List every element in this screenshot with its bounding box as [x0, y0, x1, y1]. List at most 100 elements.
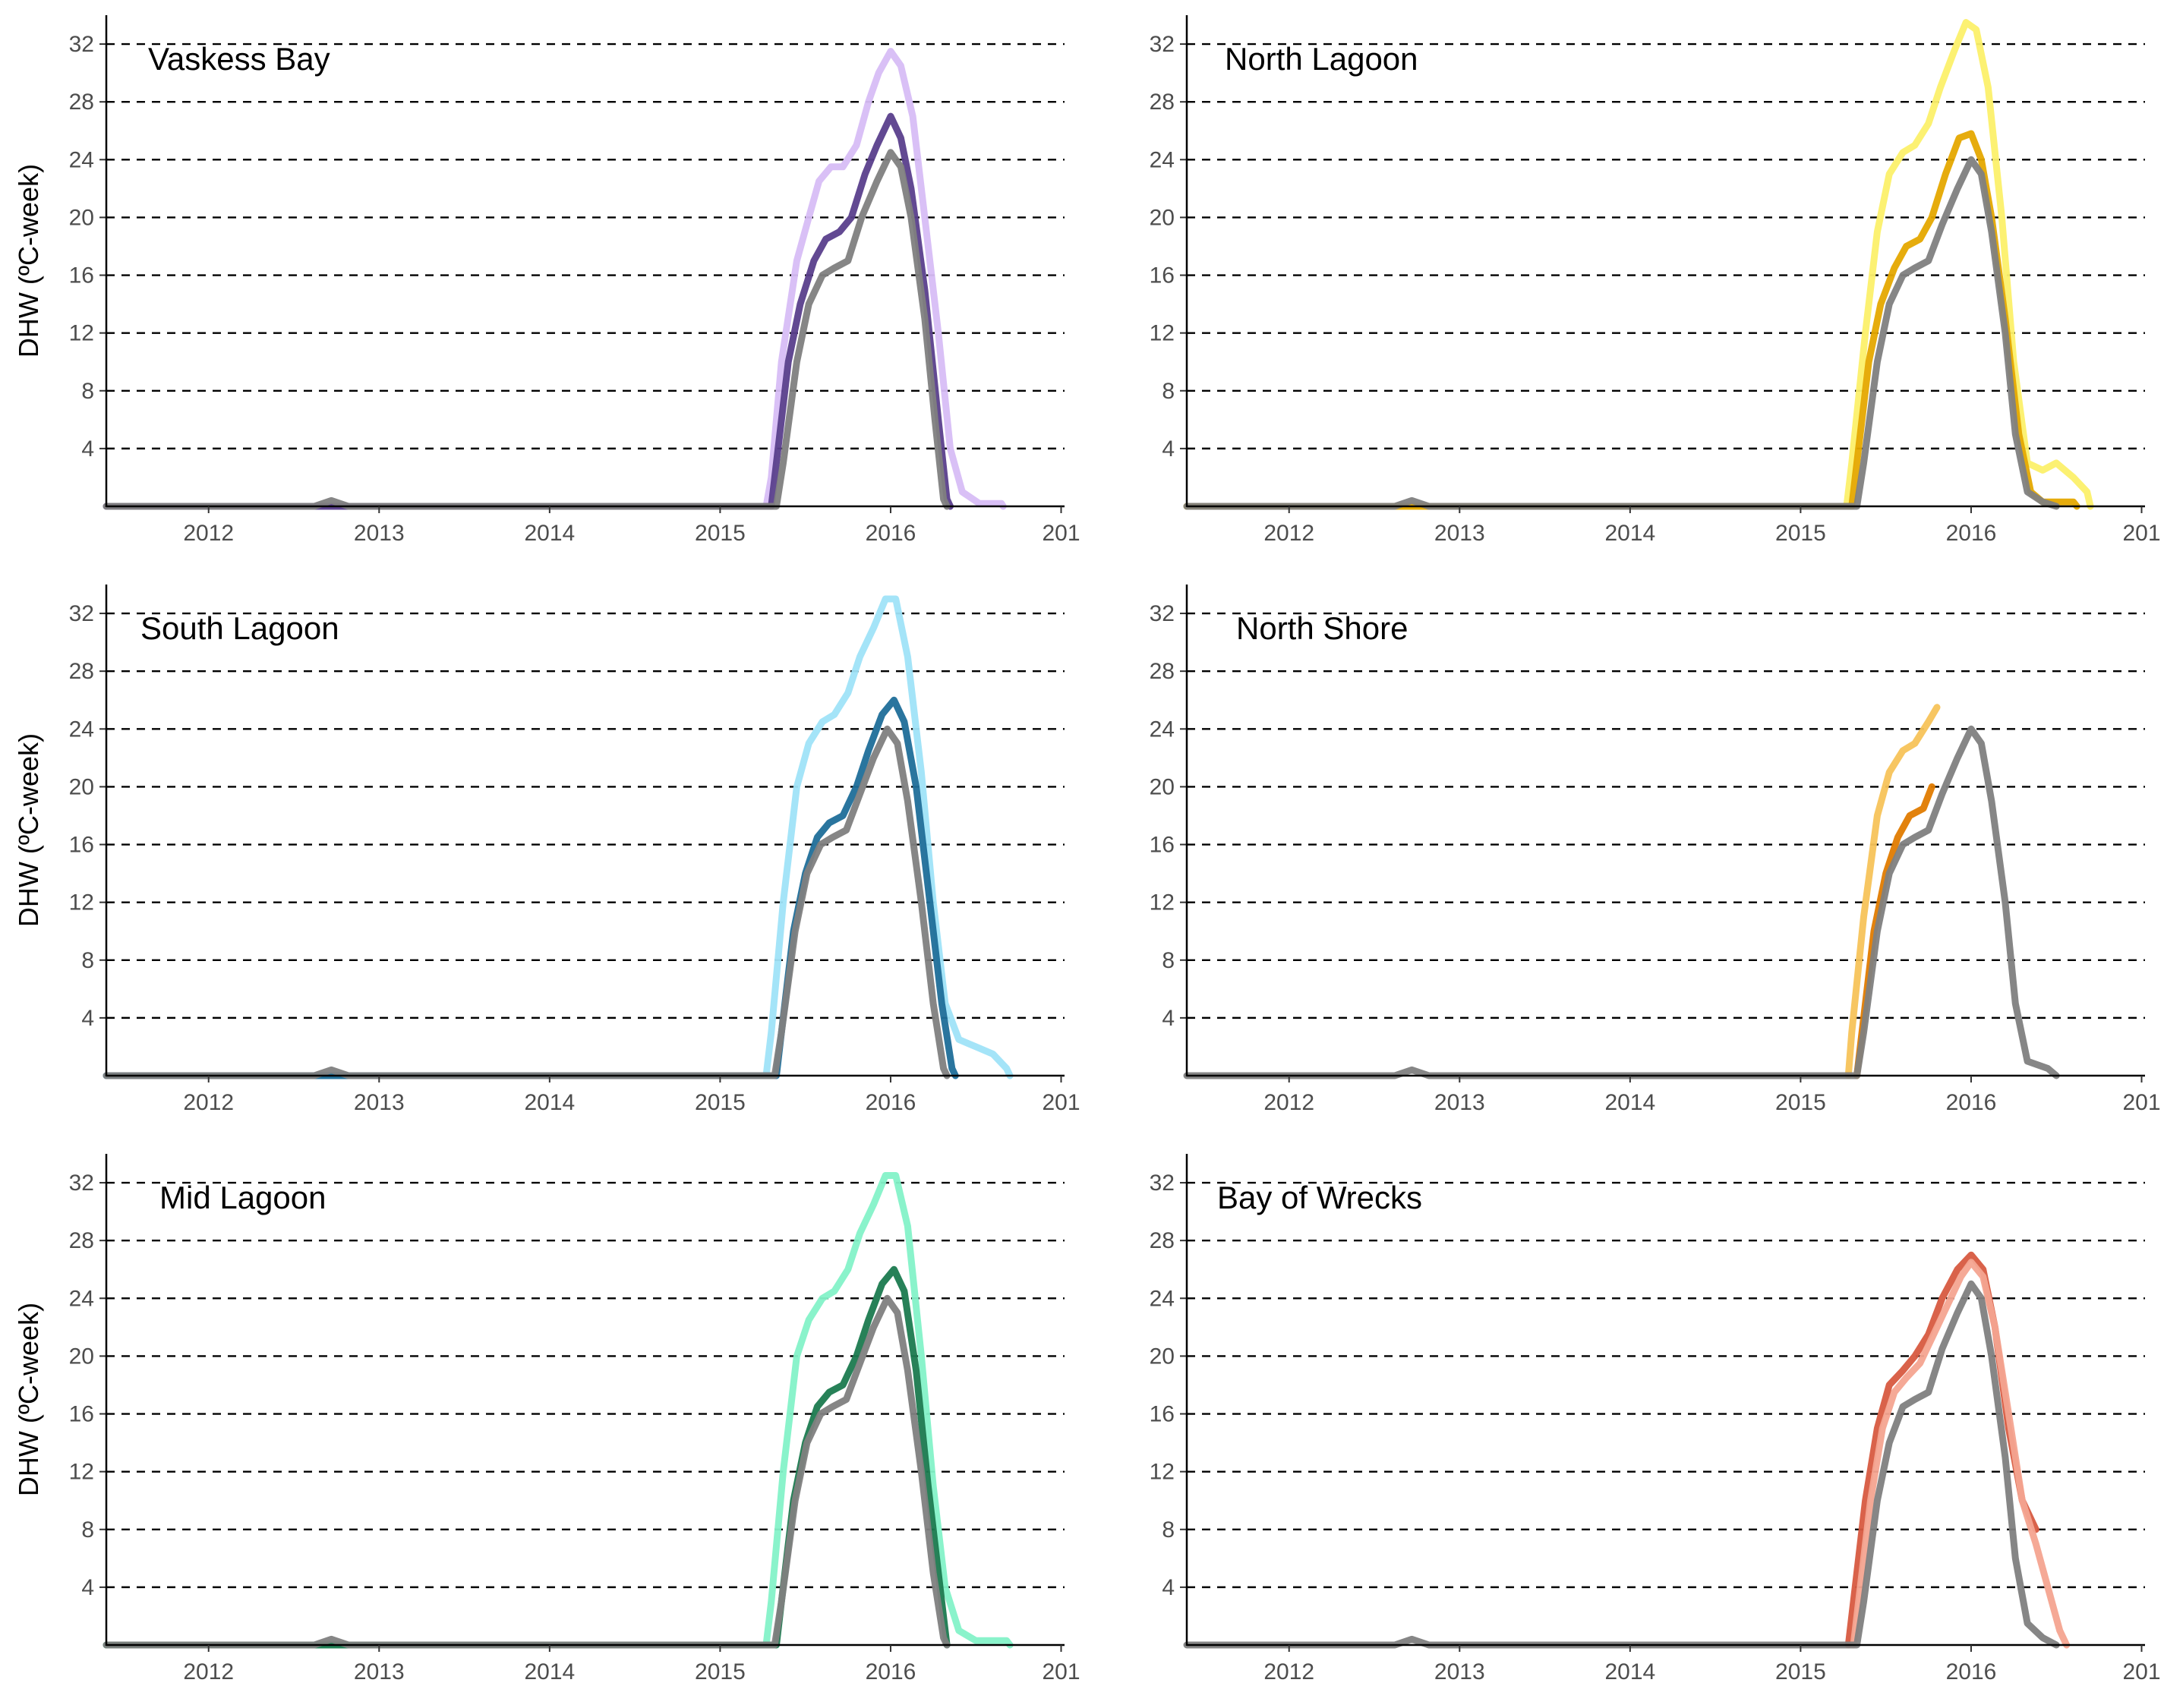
y-tick-label: 24 — [69, 717, 94, 742]
panel-title: North Shore — [1236, 610, 1408, 646]
y-tick-label: 16 — [69, 833, 94, 858]
y-tick-label: 4 — [1162, 1575, 1175, 1600]
y-tick-label: 16 — [1150, 263, 1175, 288]
panel-title: South Lagoon — [140, 610, 339, 646]
y-tick-label: 8 — [1162, 948, 1175, 973]
y-tick-label: 28 — [69, 1228, 94, 1253]
x-tick-label: 2012 — [183, 1090, 234, 1115]
series-line-1 — [103, 1265, 951, 1649]
y-axis-label: DHW (ºC-week) — [13, 164, 44, 358]
y-tick-label: 24 — [1150, 1286, 1175, 1311]
panel-bay-of-wrecks: 4 8 12 16 20 24 28 32 2012 2013 2014 2015 2016 201 Bay… — [1150, 1154, 2161, 1684]
x-tick-label: 2015 — [695, 1090, 746, 1115]
series-line-0 — [103, 48, 1007, 510]
x-tick-label: 2015 — [1775, 521, 1826, 546]
y-tick-label: 28 — [69, 659, 94, 684]
y-tick-label: 32 — [69, 1171, 94, 1196]
y-tick-label: 4 — [81, 1575, 94, 1600]
series-line-0 — [103, 1172, 1014, 1649]
x-tick-label: 2012 — [1263, 521, 1314, 546]
x-tick-label: 2013 — [1434, 1090, 1485, 1115]
y-tick-label: 12 — [1150, 890, 1175, 915]
x-tick-label: 2015 — [695, 1659, 746, 1684]
y-tick-label: 32 — [1150, 601, 1175, 626]
y-tick-label: 24 — [1150, 147, 1175, 172]
y-tick-label: 20 — [69, 205, 94, 230]
y-tick-label: 8 — [1162, 379, 1175, 404]
y-tick-label: 28 — [69, 90, 94, 115]
series-line-1 — [1850, 1259, 2071, 1649]
x-tick-label: 201 — [1042, 1090, 1080, 1115]
y-tick-label: 20 — [1150, 205, 1175, 230]
series-line-2 — [1183, 725, 2060, 1079]
panel-title: Vaskess Bay — [148, 41, 330, 77]
y-tick-label: 20 — [1150, 1344, 1175, 1369]
y-tick-label: 28 — [1150, 659, 1175, 684]
x-tick-label: 2012 — [1263, 1659, 1314, 1684]
y-tick-label: 4 — [81, 436, 94, 462]
x-tick-label: 2012 — [183, 521, 234, 546]
y-tick-label: 20 — [69, 774, 94, 799]
series-line-0 — [103, 595, 1014, 1079]
x-tick-label: 201 — [1042, 521, 1080, 546]
x-tick-label: 2016 — [1946, 521, 1997, 546]
panel-mid-lagoon: 4 8 12 16 20 24 28 32 2012 2013 2014 2015 2016 201 Mid… — [13, 1154, 1080, 1684]
x-tick-label: 2013 — [354, 1090, 405, 1115]
y-tick-label: 32 — [69, 32, 94, 57]
y-tick-label: 24 — [69, 147, 94, 172]
x-tick-label: 201 — [2122, 1659, 2160, 1684]
y-tick-label: 8 — [1162, 1517, 1175, 1543]
x-tick-label: 2013 — [1434, 521, 1485, 546]
x-tick-label: 2015 — [1775, 1090, 1826, 1115]
x-tick-label: 2016 — [1946, 1090, 1997, 1115]
panel-title: Bay of Wrecks — [1217, 1180, 1422, 1215]
y-tick-label: 20 — [1150, 774, 1175, 799]
x-tick-label: 201 — [1042, 1659, 1080, 1684]
y-tick-label: 16 — [69, 1402, 94, 1427]
x-tick-label: 2013 — [354, 521, 405, 546]
series-line-1 — [1853, 783, 1935, 1079]
panel-north-shore: 4 8 12 16 20 24 28 32 2012 2013 2014 2015 2016 201 Nor… — [1150, 585, 2161, 1115]
x-tick-label: 2015 — [695, 521, 746, 546]
x-tick-label: 2016 — [866, 521, 916, 546]
x-tick-label: 201 — [2122, 521, 2160, 546]
x-tick-label: 2014 — [1604, 1090, 1655, 1115]
y-tick-label: 4 — [1162, 436, 1175, 462]
y-tick-label: 28 — [1150, 90, 1175, 115]
series-line-2 — [103, 149, 951, 510]
y-tick-label: 8 — [81, 379, 94, 404]
y-axis-label: DHW (ºC-week) — [13, 733, 44, 927]
panel-title: North Lagoon — [1225, 41, 1418, 77]
y-tick-label: 12 — [69, 890, 94, 915]
x-tick-label: 2014 — [524, 1659, 575, 1684]
x-tick-label: 2016 — [866, 1659, 916, 1684]
panel-vaskess-bay: 4 8 12 16 20 24 28 32 2012 2013 2014 2015 2016 201 Vas… — [13, 15, 1080, 546]
y-tick-label: 16 — [1150, 833, 1175, 858]
x-tick-label: 2014 — [1604, 521, 1655, 546]
y-tick-label: 16 — [1150, 1402, 1175, 1427]
panel-north-lagoon: 4 8 12 16 20 24 28 32 2012 2013 2014 2015 2016 201 Nor… — [1150, 15, 2161, 546]
y-tick-label: 28 — [1150, 1228, 1175, 1253]
series-line-1 — [103, 696, 959, 1079]
y-axis-label: DHW (ºC-week) — [13, 1303, 44, 1496]
x-tick-label: 2012 — [183, 1659, 234, 1684]
x-tick-label: 2015 — [1775, 1659, 1826, 1684]
series-line-2 — [1183, 156, 2060, 510]
x-tick-label: 2016 — [866, 1090, 916, 1115]
y-tick-label: 32 — [69, 601, 94, 626]
x-tick-label: 2012 — [1263, 1090, 1314, 1115]
y-tick-label: 24 — [1150, 717, 1175, 742]
y-tick-label: 24 — [69, 1286, 94, 1311]
panel-title: Mid Lagoon — [159, 1180, 326, 1215]
series-line-0 — [1844, 704, 1941, 1079]
series-line-1 — [1183, 130, 2080, 510]
y-tick-label: 12 — [69, 321, 94, 346]
y-tick-label: 16 — [69, 263, 94, 288]
x-tick-label: 2013 — [1434, 1659, 1485, 1684]
y-tick-label: 12 — [1150, 321, 1175, 346]
x-tick-label: 201 — [2122, 1090, 2160, 1115]
y-tick-label: 20 — [69, 1344, 94, 1369]
x-tick-label: 2014 — [524, 521, 575, 546]
x-tick-label: 2013 — [354, 1659, 405, 1684]
y-tick-label: 32 — [1150, 32, 1175, 57]
